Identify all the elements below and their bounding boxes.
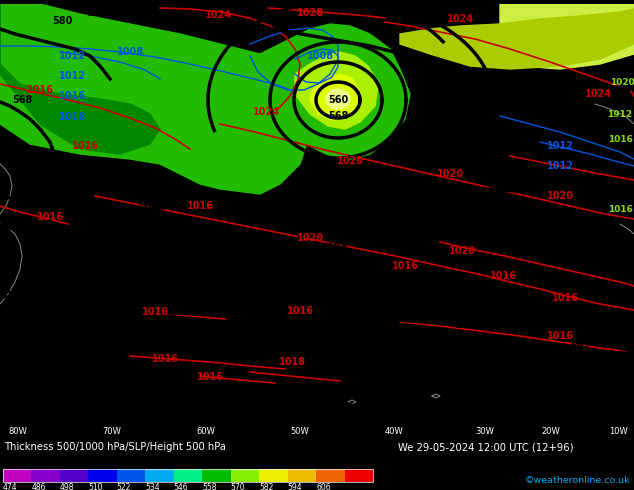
Text: 1012: 1012	[58, 71, 86, 81]
Text: 1008: 1008	[306, 51, 333, 61]
Text: 592: 592	[570, 341, 590, 351]
Bar	[344, 469, 373, 482]
Bar	[3, 469, 32, 482]
Text: 592: 592	[565, 379, 585, 389]
Text: 592: 592	[454, 320, 474, 330]
Text: 1016: 1016	[197, 372, 224, 382]
Text: 568: 568	[328, 111, 348, 121]
Text: 60W: 60W	[197, 427, 216, 436]
Text: 606: 606	[316, 483, 331, 490]
Text: 1912: 1912	[607, 109, 633, 119]
Text: 1012: 1012	[547, 161, 574, 171]
Text: 558: 558	[202, 483, 217, 490]
Text: 588: 588	[328, 242, 348, 252]
Text: 498: 498	[60, 483, 74, 490]
Text: 522: 522	[117, 483, 131, 490]
Text: 1020: 1020	[547, 191, 574, 201]
Polygon shape	[326, 89, 350, 109]
Bar	[231, 469, 259, 482]
Polygon shape	[0, 4, 310, 194]
Text: 1020: 1020	[448, 246, 476, 256]
Text: 588: 588	[555, 222, 575, 232]
Bar	[316, 469, 344, 482]
Text: 1020: 1020	[337, 156, 363, 166]
Text: 1016: 1016	[186, 201, 214, 211]
Text: 580: 580	[52, 16, 72, 26]
Bar	[174, 469, 202, 482]
Bar	[117, 469, 145, 482]
Text: 1016: 1016	[392, 261, 418, 271]
Text: 1020: 1020	[610, 77, 634, 87]
Text: 582: 582	[259, 483, 273, 490]
Text: 1024: 1024	[585, 89, 612, 99]
Text: 584: 584	[373, 176, 393, 186]
Text: 560: 560	[328, 95, 348, 105]
Text: 1016: 1016	[27, 85, 53, 95]
Text: 546: 546	[174, 483, 188, 490]
Bar	[202, 469, 231, 482]
Text: 576: 576	[20, 151, 40, 161]
Text: 1028: 1028	[297, 8, 323, 18]
Text: 510: 510	[88, 483, 103, 490]
Text: 1024: 1024	[446, 14, 474, 24]
Text: 1016: 1016	[152, 354, 179, 364]
Text: 568: 568	[12, 95, 32, 105]
Text: 588: 588	[174, 239, 194, 249]
Text: Thickness 500/1000 hPa/SLP/Height 500 hPa: Thickness 500/1000 hPa/SLP/Height 500 hP…	[4, 442, 226, 452]
Text: 1018: 1018	[278, 357, 306, 367]
Text: 20W: 20W	[541, 427, 560, 436]
Text: ©weatheronline.co.uk: ©weatheronline.co.uk	[524, 476, 630, 485]
Text: 1016: 1016	[547, 331, 574, 341]
Text: 592: 592	[198, 307, 218, 317]
Bar	[288, 469, 316, 482]
Text: 1012: 1012	[547, 141, 574, 151]
Text: 592: 592	[293, 311, 313, 321]
Text: 1008: 1008	[117, 47, 143, 57]
Bar	[32, 469, 60, 482]
Text: 1016: 1016	[72, 141, 98, 151]
Text: 588: 588	[363, 209, 383, 219]
Text: 40W: 40W	[385, 427, 403, 436]
Text: 592: 592	[378, 317, 398, 327]
Bar	[259, 469, 288, 482]
Text: 1016: 1016	[58, 91, 86, 101]
Polygon shape	[0, 4, 160, 154]
Bar	[145, 469, 174, 482]
Bar	[60, 469, 88, 482]
Text: 1016: 1016	[607, 134, 633, 144]
Text: 486: 486	[32, 483, 46, 490]
Bar	[88, 469, 117, 482]
Text: 592: 592	[490, 381, 510, 391]
Text: 1020: 1020	[436, 169, 463, 179]
Polygon shape	[500, 4, 634, 69]
Text: 1024: 1024	[205, 10, 231, 20]
Text: 50W: 50W	[290, 427, 309, 436]
Text: 1016: 1016	[37, 212, 63, 222]
Bar	[3, 469, 373, 482]
Text: 534: 534	[145, 483, 160, 490]
Polygon shape	[310, 74, 360, 120]
Polygon shape	[295, 52, 378, 129]
Text: 474: 474	[3, 483, 18, 490]
Polygon shape	[240, 24, 410, 159]
Text: 570: 570	[231, 483, 245, 490]
Text: 80W: 80W	[9, 427, 27, 436]
Text: 70W: 70W	[103, 427, 122, 436]
Text: 1016: 1016	[58, 112, 86, 122]
Polygon shape	[400, 9, 634, 69]
Text: 1016: 1016	[141, 307, 169, 317]
Text: 10W: 10W	[609, 427, 628, 436]
Text: We 29-05-2024 12:00 UTC (12+96): We 29-05-2024 12:00 UTC (12+96)	[398, 442, 574, 452]
Text: 1024: 1024	[252, 107, 280, 117]
Text: 594: 594	[288, 483, 302, 490]
Text: 1016: 1016	[287, 306, 313, 316]
Text: 1016: 1016	[607, 204, 633, 214]
Text: 1020: 1020	[297, 233, 323, 243]
Text: 30W: 30W	[476, 427, 495, 436]
Text: 1012: 1012	[58, 51, 86, 61]
Text: 584: 584	[138, 201, 158, 211]
Text: 1016: 1016	[552, 293, 578, 303]
Text: 1016: 1016	[489, 271, 517, 281]
